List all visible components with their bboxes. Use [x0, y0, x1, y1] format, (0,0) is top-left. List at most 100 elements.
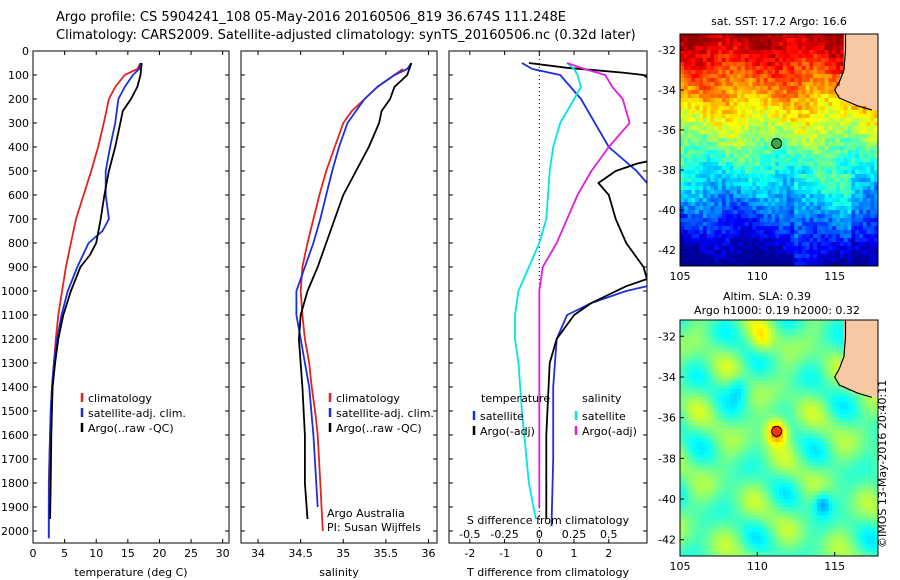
heatmap-cell — [710, 376, 715, 382]
heatmap-cell — [820, 368, 826, 374]
heatmap-cell — [729, 340, 734, 345]
heatmap-cell — [798, 150, 803, 155]
heatmap-cell — [794, 429, 799, 435]
heatmap-cell — [740, 360, 746, 366]
heatmap-cell — [874, 230, 878, 235]
heatmap-cell — [733, 106, 738, 111]
heatmap-cell — [779, 82, 784, 87]
heatmap-cell — [714, 134, 719, 139]
heatmap-cell — [828, 66, 833, 71]
heatmap-cell — [714, 82, 719, 87]
heatmap-cell — [839, 194, 845, 199]
heatmap-cell — [718, 130, 723, 135]
heatmap-cell — [767, 154, 772, 159]
heatmap-cell — [733, 433, 738, 439]
heatmap-cell — [763, 50, 768, 55]
heatmap-cell — [839, 230, 845, 235]
heatmap-cell — [680, 182, 685, 187]
heatmap-cell — [733, 190, 738, 195]
heatmap-cell — [874, 218, 878, 223]
heatmap-cell — [801, 66, 807, 71]
heatmap-cell — [779, 364, 784, 370]
heatmap-cell — [866, 158, 871, 163]
heatmap-cell — [828, 429, 833, 435]
heatmap-cell — [763, 162, 768, 167]
heatmap-cell — [752, 206, 757, 211]
heatmap-cell — [740, 38, 746, 43]
heatmap-cell — [702, 126, 708, 131]
heatmap-cell — [752, 210, 757, 215]
heatmap-cell — [798, 409, 803, 414]
heatmap-cell — [687, 78, 692, 83]
heatmap-cell — [862, 110, 867, 115]
heatmap-cell — [691, 442, 696, 447]
legend-label: Argo(-adj) — [582, 425, 637, 438]
heatmap-cell — [744, 417, 749, 423]
heatmap-cell — [798, 226, 803, 231]
heatmap-cell — [782, 70, 788, 75]
heatmap-cell — [782, 118, 788, 123]
heatmap-cell — [847, 226, 852, 231]
heatmap-cell — [798, 417, 803, 423]
heatmap-cell — [851, 38, 856, 43]
heatmap-cell — [740, 250, 746, 255]
heatmap-cell — [858, 62, 864, 67]
heatmap-cell — [775, 356, 780, 362]
heatmap-cell — [870, 46, 875, 51]
heatmap-cell — [756, 218, 761, 223]
heatmap-cell — [748, 226, 753, 231]
heatmap-cell — [801, 324, 807, 329]
heatmap-cell — [858, 320, 864, 325]
heatmap-cell — [779, 138, 784, 143]
heatmap-cell — [740, 158, 746, 163]
heatmap-cell — [702, 178, 708, 183]
heatmap-cell — [714, 344, 719, 349]
heatmap-cell — [828, 42, 833, 47]
heatmap-cell — [866, 336, 871, 341]
heatmap-cell — [691, 421, 696, 427]
heatmap-cell — [718, 94, 723, 99]
heatmap-cell — [748, 242, 753, 247]
heatmap-cell — [794, 150, 799, 155]
heatmap-cell — [680, 110, 685, 115]
heatmap-cell — [729, 58, 734, 63]
heatmap-cell — [706, 218, 711, 223]
heatmap-cell — [729, 174, 734, 179]
heatmap-cell — [680, 234, 685, 239]
heatmap-cell — [695, 218, 700, 223]
heatmap-cell — [817, 94, 822, 99]
heatmap-cell — [752, 234, 757, 239]
heatmap-cell — [699, 162, 704, 167]
heatmap-cell — [714, 206, 719, 211]
heatmap-cell — [687, 320, 692, 325]
heatmap-cell — [790, 82, 795, 87]
heatmap-cell — [759, 425, 765, 431]
heatmap-cell — [725, 425, 730, 431]
heatmap-cell — [756, 360, 761, 366]
heatmap-cell — [786, 86, 791, 91]
heatmap-cell — [828, 340, 833, 345]
heatmap-cell — [714, 381, 719, 386]
heatmap-cell — [794, 214, 799, 219]
heatmap-cell — [695, 320, 700, 325]
heatmap-cell — [782, 38, 788, 43]
heatmap-cell — [683, 150, 689, 155]
heatmap-cell — [687, 210, 692, 215]
heatmap-cell — [718, 34, 723, 39]
heatmap-cell — [874, 66, 878, 71]
heatmap-cell — [706, 58, 711, 63]
heatmap-cell — [832, 146, 837, 151]
heatmap-cell — [817, 78, 822, 83]
heatmap-cell — [805, 78, 810, 83]
heatmap-cell — [763, 230, 768, 235]
heatmap-cell — [744, 250, 749, 255]
heatmap-cell — [744, 42, 749, 47]
heatmap-cell — [752, 42, 757, 47]
heatmap-cell — [779, 238, 784, 243]
heatmap-cell — [832, 170, 837, 175]
heatmap-cell — [740, 34, 746, 39]
heatmap-cell — [756, 226, 761, 231]
heatmap-cell — [775, 190, 780, 195]
heatmap-cell — [740, 190, 746, 195]
